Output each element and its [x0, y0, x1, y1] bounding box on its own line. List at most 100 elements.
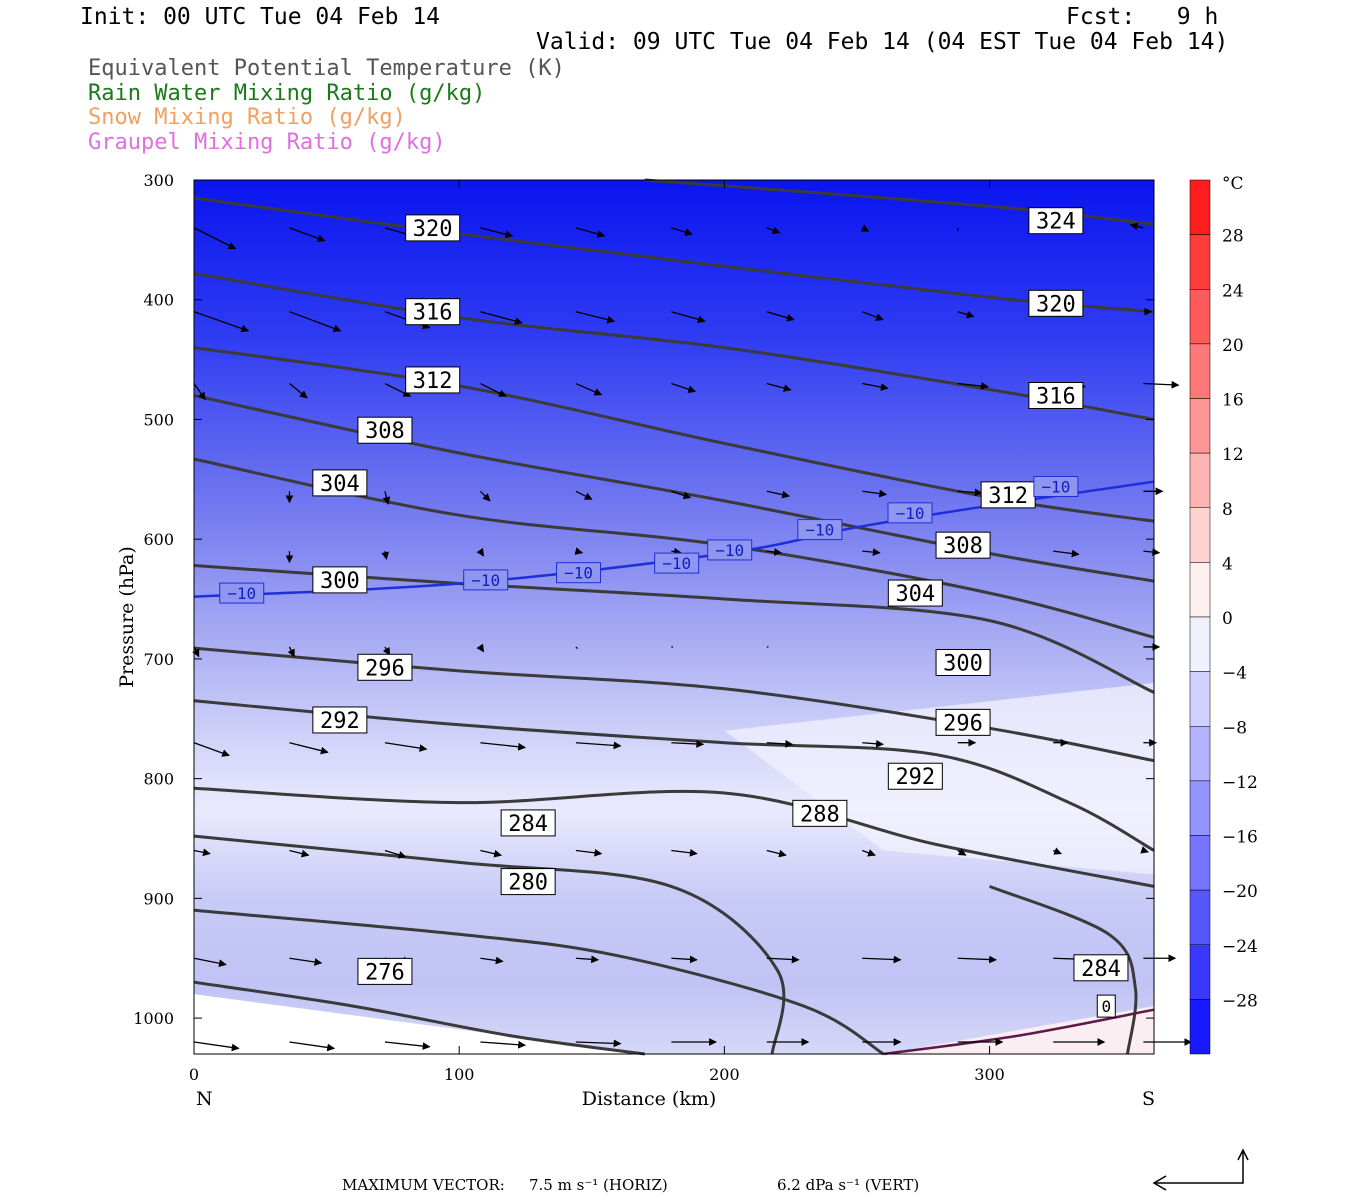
- wind-vector: [384, 382, 412, 397]
- x-endpoint-north: N: [196, 1088, 213, 1110]
- contour-label-284: 284: [508, 812, 548, 837]
- colorbar-tick-label: −16: [1222, 828, 1258, 848]
- contour-label-box: [312, 706, 368, 734]
- wind-vector: [480, 956, 504, 965]
- wind-vector: [193, 227, 237, 250]
- colorbar-bin: [1189, 179, 1211, 235]
- wind-vector: [671, 547, 682, 556]
- contour-label-box: [500, 809, 556, 837]
- contour-label-292: 292: [320, 709, 360, 734]
- colorbar-bin: [1189, 507, 1211, 563]
- contour-label-308: 308: [943, 534, 983, 559]
- max-vector-key-head: [1152, 1175, 1167, 1191]
- contour-label-box: [935, 708, 991, 736]
- y-tick-label: 800: [143, 770, 174, 789]
- legend-rain-water: Rain Water Mixing Ratio (g/kg): [88, 81, 486, 106]
- max-vector-label: MAXIMUM VECTOR:: [342, 1176, 505, 1194]
- wind-vector: [193, 957, 227, 968]
- contour-label-box: [980, 481, 1036, 509]
- wind-vector: [476, 547, 485, 557]
- wind-vector: [1140, 846, 1149, 854]
- wind-vector: [575, 1039, 622, 1048]
- colorbar-tick-label: −12: [1222, 773, 1258, 793]
- isotherm-label-minus10: −10: [662, 554, 691, 573]
- contour-label-box: [1028, 207, 1084, 235]
- wind-vector: [957, 382, 989, 390]
- contour-label-box: [357, 416, 413, 444]
- colorbar-tick-label: −8: [1222, 718, 1247, 738]
- wind-vector: [287, 646, 295, 658]
- contour-label-box: [312, 469, 368, 497]
- wind-vector: [193, 742, 230, 757]
- forecast-hour: Fcst: 9 h: [1066, 4, 1219, 30]
- wind-vector: [671, 490, 692, 500]
- colorbar-tick-label: −4: [1222, 664, 1247, 684]
- wind-vector: [1052, 847, 1062, 855]
- contour-label-316: 316: [413, 301, 453, 326]
- isotherm-label-box: [654, 552, 700, 574]
- theta-e-contour-296: [193, 646, 1155, 763]
- colorbar-tick-label: 0: [1222, 609, 1233, 629]
- wind-vector: [862, 955, 902, 964]
- contour-label-304: 304: [895, 582, 935, 607]
- init-time: Init: 00 UTC Tue 04 Feb 14: [80, 4, 441, 30]
- wind-vector: [289, 383, 308, 399]
- y-tick-label: 900: [143, 889, 174, 908]
- colorbar-tick-label: −28: [1222, 991, 1258, 1011]
- theta-e-contour-308: [193, 394, 1155, 583]
- wind-vector: [862, 489, 888, 498]
- contour-label-280: 280: [508, 871, 548, 896]
- contour-label-box: [357, 957, 413, 985]
- wind-vector: [382, 491, 391, 505]
- contour-label-box: [405, 366, 461, 394]
- wind-vector: [862, 382, 889, 391]
- colorbar-bin: [1189, 726, 1211, 782]
- wind-vector: [671, 382, 697, 394]
- wind-vector: [476, 643, 485, 653]
- isotherm-label-minus10: −10: [227, 584, 256, 603]
- contour-label-box: [405, 298, 461, 326]
- contour-label-box: [887, 579, 943, 607]
- legend-graupel: Graupel Mixing Ratio (g/kg): [88, 130, 446, 155]
- colorbar-bin: [1189, 671, 1211, 727]
- wind-vector: [957, 848, 967, 856]
- contour-label-box: [792, 799, 848, 827]
- wind-vector: [575, 741, 622, 750]
- wind-vector: [289, 957, 323, 966]
- colorbar-tick-label: 16: [1222, 391, 1244, 411]
- valid-time: Valid: 09 UTC Tue 04 Feb 14 (04 EST Tue …: [536, 29, 1229, 55]
- wind-vector: [479, 490, 491, 502]
- x-tick-label: 200: [709, 1065, 740, 1084]
- wind-vector: [480, 1040, 526, 1049]
- wind-vector: [384, 849, 407, 859]
- isotherm-label-box: [556, 562, 602, 584]
- contour-label-308: 308: [365, 419, 405, 444]
- wind-vector: [193, 383, 206, 401]
- wind-vector: [1143, 548, 1161, 556]
- wind-vector: [766, 490, 790, 499]
- colorbar-bin: [1189, 835, 1211, 891]
- contour-label-box: [887, 762, 943, 790]
- wind-vector: [957, 488, 983, 497]
- wind-vector: [575, 490, 593, 500]
- wind-vector: [193, 1041, 240, 1052]
- wind-vector: [480, 382, 507, 397]
- wind-vector: [384, 742, 428, 752]
- wind-vector: [192, 646, 200, 658]
- contour-label-300: 300: [943, 651, 983, 676]
- contour-label-box: [357, 653, 413, 681]
- theta-e-contour-316: [193, 271, 1155, 421]
- contour-label-292: 292: [895, 765, 935, 790]
- x-axis-label: Distance (km): [582, 1088, 717, 1110]
- colorbar-tick-label: 20: [1222, 336, 1244, 356]
- isotherm-label-box: [463, 569, 509, 591]
- isotherm-label-box: [1033, 475, 1079, 497]
- theta-e-contour-324: [644, 178, 1155, 226]
- isotherm-label-box: [707, 539, 753, 561]
- below-ground-fill: [194, 994, 645, 1054]
- contour-label-box: [500, 868, 556, 896]
- contour-label-312: 312: [988, 484, 1028, 509]
- y-tick-label: 300: [143, 171, 174, 190]
- theta-e-contour-276: [193, 980, 646, 1056]
- colorbar-bin: [1189, 562, 1211, 618]
